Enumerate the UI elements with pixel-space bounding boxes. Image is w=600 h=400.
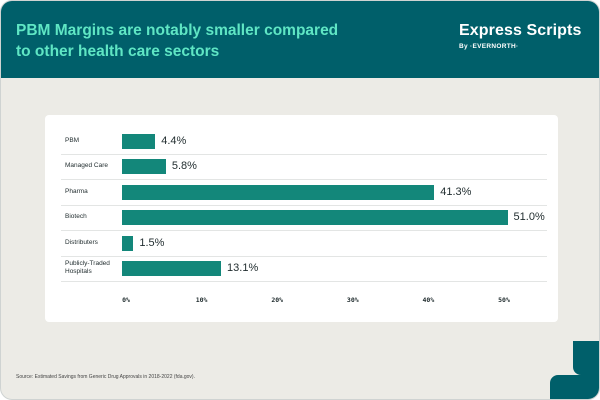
bar bbox=[122, 133, 156, 149]
data-label: 4.4% bbox=[161, 135, 187, 147]
category-label: Managed Care bbox=[65, 162, 108, 169]
row-divider bbox=[61, 281, 547, 282]
brand-name: Express Scripts bbox=[459, 22, 582, 39]
brand-subtitle: By ·EVERNORTH· bbox=[459, 43, 519, 50]
x-tick-label: 20% bbox=[271, 296, 284, 304]
data-label: 5.8% bbox=[171, 160, 197, 172]
row-divider bbox=[61, 179, 547, 180]
data-label: 41.3% bbox=[440, 186, 472, 198]
row-divider bbox=[61, 154, 547, 155]
corner-decoration-bottom bbox=[550, 375, 599, 399]
x-tick-label: 30% bbox=[346, 296, 359, 304]
header-banner: PBM Margins are notably smaller compared… bbox=[1, 1, 599, 78]
row-divider bbox=[61, 256, 547, 257]
bar bbox=[122, 184, 435, 200]
x-tick-label: 10% bbox=[195, 296, 208, 304]
data-label: 1.5% bbox=[139, 237, 165, 249]
corner-decoration-top bbox=[573, 341, 599, 375]
chart-title: PBM Margins are notably smaller compared… bbox=[16, 22, 339, 60]
category-label: Pharma bbox=[65, 188, 88, 195]
x-tick-label: 40% bbox=[422, 296, 435, 304]
data-label: 13.1% bbox=[227, 262, 259, 274]
category-label: Distributers bbox=[65, 239, 98, 246]
brand-logo: Express Scripts By ·EVERNORTH· bbox=[459, 22, 585, 50]
bar bbox=[122, 235, 134, 251]
category-label: PBM bbox=[65, 137, 80, 144]
x-tick-label: 50% bbox=[498, 296, 510, 304]
bar bbox=[122, 209, 508, 225]
category-label: Biotech bbox=[65, 213, 87, 220]
row-divider bbox=[61, 230, 547, 231]
row-divider bbox=[61, 205, 547, 206]
bar bbox=[122, 158, 166, 174]
bar bbox=[122, 260, 222, 276]
category-label: Publicly-Traded Hospitals bbox=[65, 260, 110, 275]
data-label: 51.0% bbox=[513, 211, 545, 223]
source-note: Source: Estimated Savings from Generic D… bbox=[16, 374, 195, 380]
x-tick-label: 0% bbox=[122, 296, 130, 304]
